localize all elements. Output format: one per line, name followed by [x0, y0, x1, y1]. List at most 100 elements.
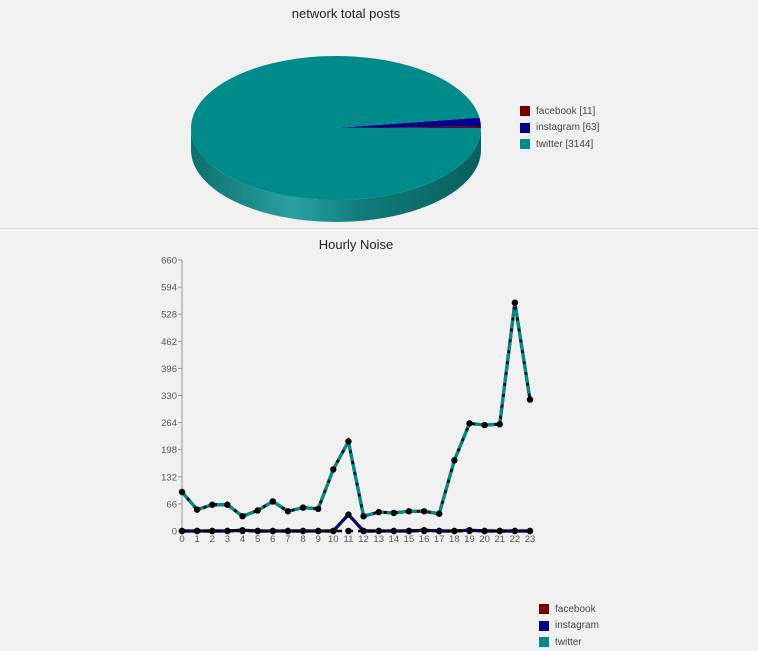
pie-slice-twitter[interactable] — [190, 56, 481, 201]
line-legend-item-twitter[interactable]: twitter — [539, 634, 599, 651]
x-tick-label: 1 — [194, 534, 199, 545]
point-facebook-5[interactable] — [254, 527, 261, 535]
point-twitter-13[interactable] — [375, 508, 382, 516]
point-facebook-16[interactable] — [420, 527, 428, 535]
pie-legend: facebook [11] instagram [63] twitter [3144… — [520, 103, 599, 153]
y-tick-label: 264 — [161, 418, 177, 429]
line-legend-item-facebook[interactable]: facebook — [539, 601, 599, 618]
point-twitter-7[interactable] — [284, 508, 292, 515]
x-tick-label: 16 — [419, 534, 430, 545]
point-twitter-14[interactable] — [390, 509, 398, 517]
legend-label: facebook [11] — [536, 105, 596, 117]
point-twitter-3[interactable] — [224, 501, 231, 508]
point-facebook-15[interactable] — [405, 527, 413, 535]
y-tick-label: 198 — [161, 445, 177, 456]
y-tick-label: 594 — [161, 283, 177, 294]
point-twitter-11[interactable] — [345, 438, 352, 445]
point-twitter-22[interactable] — [511, 299, 519, 306]
x-tick-label: 15 — [404, 534, 415, 545]
point-facebook-11[interactable] — [345, 527, 352, 535]
point-facebook-10[interactable] — [330, 527, 337, 535]
x-tick-label: 23 — [525, 534, 536, 545]
legend-swatch — [520, 122, 530, 133]
point-twitter-5[interactable] — [254, 507, 261, 514]
point-facebook-8[interactable] — [299, 527, 307, 535]
point-twitter-20[interactable] — [481, 421, 488, 429]
pie-chart — [190, 56, 481, 222]
y-tick-label: 330 — [161, 391, 177, 402]
point-twitter-6[interactable] — [269, 498, 276, 505]
x-tick-label: 2 — [210, 534, 215, 545]
point-twitter-15[interactable] — [405, 508, 413, 515]
point-facebook-21[interactable] — [496, 527, 503, 535]
pie-legend-item-twitter[interactable]: twitter [3144] — [520, 136, 599, 153]
point-twitter-16[interactable] — [420, 508, 428, 515]
point-twitter-18[interactable] — [451, 457, 458, 464]
point-facebook-19[interactable] — [466, 527, 473, 535]
point-facebook-14[interactable] — [390, 527, 398, 535]
point-facebook-18[interactable] — [451, 527, 458, 535]
point-instagram-11[interactable] — [345, 511, 352, 518]
point-twitter-19[interactable] — [466, 420, 473, 427]
x-tick-label: 3 — [225, 534, 230, 545]
point-twitter-8[interactable] — [299, 504, 307, 511]
legend-label: instagram — [555, 620, 599, 632]
point-facebook-6[interactable] — [269, 527, 276, 535]
legend-swatch — [520, 106, 530, 117]
point-facebook-1[interactable] — [193, 527, 201, 535]
x-tick-label: 22 — [510, 534, 521, 545]
pie-legend-item-instagram[interactable]: instagram [63] — [520, 120, 599, 137]
pie-side-wall — [191, 128, 481, 222]
point-facebook-0[interactable] — [178, 527, 186, 535]
point-twitter-1[interactable] — [193, 506, 201, 513]
x-tick-label: 17 — [434, 534, 445, 545]
point-twitter-0[interactable] — [178, 488, 186, 496]
point-facebook-4[interactable] — [239, 527, 246, 535]
legend-swatch — [539, 620, 549, 631]
point-twitter-10[interactable] — [330, 466, 337, 473]
legend-swatch — [539, 604, 549, 615]
legend-label: twitter [3144] — [536, 138, 594, 150]
line-legend-item-instagram[interactable]: instagram — [539, 618, 599, 635]
x-tick-label: 12 — [358, 534, 369, 545]
x-tick-label: 0 — [179, 534, 184, 545]
x-tick-label: 6 — [270, 534, 275, 545]
line-legend: facebook instagram twitter — [539, 601, 599, 651]
y-tick-label: 660 — [161, 256, 177, 267]
point-facebook-23[interactable] — [526, 527, 534, 535]
point-facebook-17[interactable] — [436, 527, 443, 535]
pie-slice-instagram[interactable] — [336, 117, 481, 128]
point-facebook-9[interactable] — [314, 527, 322, 535]
point-twitter-9[interactable] — [314, 505, 322, 513]
point-facebook-20[interactable] — [481, 527, 488, 535]
point-twitter-23[interactable] — [526, 396, 534, 403]
point-facebook-2[interactable] — [209, 527, 216, 535]
point-twitter-21[interactable] — [496, 421, 503, 428]
x-tick-label: 9 — [316, 534, 321, 545]
point-facebook-7[interactable] — [284, 527, 292, 535]
line-chart-title: Hourly Noise — [318, 237, 394, 252]
point-twitter-17[interactable] — [436, 510, 443, 517]
x-tick-label: 8 — [300, 534, 305, 545]
pie-slice-facebook[interactable] — [336, 126, 481, 128]
legend-swatch — [539, 637, 549, 648]
x-tick-label: 11 — [343, 534, 353, 545]
y-tick-label: 132 — [161, 472, 177, 483]
x-tick-label: 13 — [373, 534, 384, 545]
point-facebook-3[interactable] — [224, 527, 231, 535]
y-tick-label: 396 — [161, 364, 177, 375]
point-twitter-4[interactable] — [239, 513, 246, 520]
x-tick-label: 10 — [328, 534, 339, 545]
point-facebook-13[interactable] — [375, 527, 382, 535]
point-facebook-22[interactable] — [511, 527, 519, 535]
pie-legend-item-facebook[interactable]: facebook [11] — [520, 103, 599, 120]
line-chart-panel: Hourly Noise 0 66 132 198 264 330 396 462 528 594… — [0, 230, 758, 648]
legend-label: facebook — [555, 603, 596, 615]
x-tick-label: 21 — [494, 534, 505, 545]
point-facebook-12[interactable] — [360, 527, 367, 535]
point-twitter-12[interactable] — [360, 513, 367, 520]
point-twitter-2[interactable] — [209, 501, 216, 508]
y-tick-label: 66 — [166, 499, 177, 510]
x-tick-label: 18 — [449, 534, 460, 545]
series-underlay-instagram — [182, 512, 530, 533]
